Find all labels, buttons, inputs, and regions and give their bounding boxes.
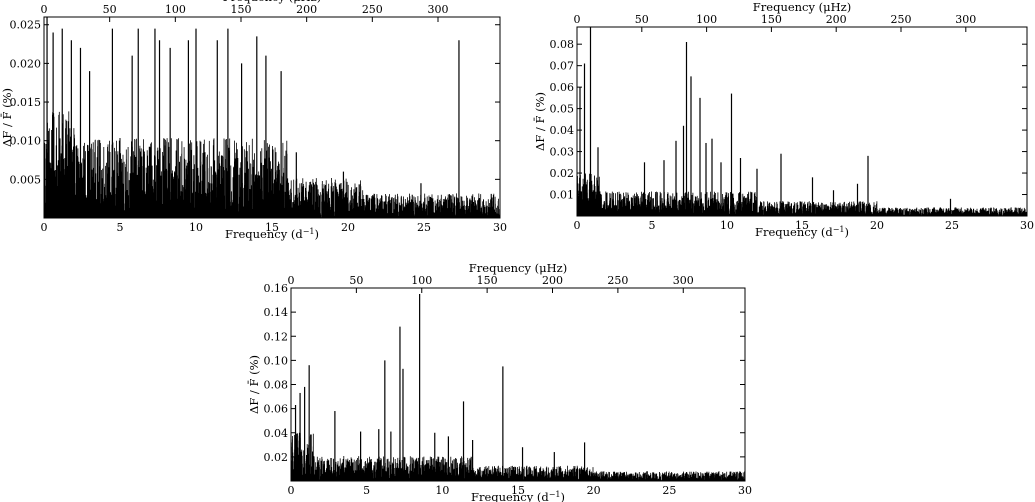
x-tick-label: 5 <box>117 221 124 234</box>
top-tick-label: 250 <box>362 3 383 16</box>
x-axis-label: Frequency (d−1) <box>225 227 319 241</box>
y-tick-label: 0.020 <box>10 57 42 70</box>
top-tick-label: 200 <box>826 13 847 26</box>
x-tick-label: 10 <box>720 219 734 232</box>
y-tick-label: 0.08 <box>264 379 289 392</box>
top-tick-label: 150 <box>477 274 498 287</box>
top-axis-label: Frequency (μHz) <box>223 0 321 4</box>
y-tick-label: 0.10 <box>264 354 289 367</box>
x-tick-label: 0 <box>288 484 295 497</box>
y-axis-label: ΔF / F̄ (%) <box>247 355 261 414</box>
top-tick-label: 150 <box>761 13 782 26</box>
x-tick-label: 10 <box>435 484 449 497</box>
top-tick-label: 50 <box>103 3 117 16</box>
top-tick-label: 100 <box>411 274 432 287</box>
spectrum-panel-top-left: 0 5 10 15 20 25 300 50 100 150 200 250 3000.0050.010… <box>0 0 507 241</box>
x-tick-label: 30 <box>493 221 507 234</box>
spectrum-panel-bottom-center: 0 5 10 15 20 25 300 50 100 150 200 250 3000.020.040.… <box>247 261 752 502</box>
y-tick-label: 0.03 <box>550 146 575 159</box>
top-tick-label: 50 <box>349 274 363 287</box>
x-tick-label: 5 <box>649 219 656 232</box>
top-tick-label: 250 <box>891 13 912 26</box>
y-tick-label: 0.14 <box>264 306 289 319</box>
x-tick-label: 30 <box>1020 219 1034 232</box>
y-tick-label: 0.05 <box>550 103 575 116</box>
y-tick-label: 0.02 <box>550 167 575 180</box>
x-tick-label: 25 <box>662 484 676 497</box>
y-axis-label: ΔF / F̄ (%) <box>0 88 14 147</box>
y-tick-label: 0.025 <box>10 19 42 32</box>
y-tick-label: 0.04 <box>550 124 575 137</box>
x-tick-label: 0 <box>41 221 48 234</box>
y-tick-label: 0.04 <box>264 427 289 440</box>
x-tick-label: 20 <box>870 219 884 232</box>
top-tick-label: 100 <box>165 3 186 16</box>
top-tick-label: 150 <box>230 3 251 16</box>
top-tick-label: 0 <box>288 274 295 287</box>
top-tick-label: 200 <box>542 274 563 287</box>
y-tick-label: 0.015 <box>10 96 42 109</box>
y-tick-label: 0.12 <box>264 330 289 343</box>
y-tick-label: 0.02 <box>264 451 289 464</box>
x-axis-label: Frequency (d−1) <box>755 225 849 239</box>
x-tick-label: 10 <box>189 221 203 234</box>
plot-frame <box>290 287 746 482</box>
y-tick-label: 0.08 <box>550 38 575 51</box>
x-tick-label: 5 <box>363 484 370 497</box>
y-tick-label: 0.06 <box>264 403 289 416</box>
x-tick-label: 20 <box>587 484 601 497</box>
x-tick-label: 20 <box>341 221 355 234</box>
y-tick-label: 0.010 <box>10 135 42 148</box>
top-axis-label: Frequency (μHz) <box>469 261 567 275</box>
y-tick-label: 0.005 <box>10 173 42 186</box>
top-tick-label: 300 <box>673 274 694 287</box>
y-tick-label: 0.01 <box>550 189 575 202</box>
x-tick-label: 25 <box>417 221 431 234</box>
top-tick-label: 100 <box>696 13 717 26</box>
x-tick-label: 15 <box>265 221 279 234</box>
x-tick-label: 15 <box>511 484 525 497</box>
x-tick-label: 25 <box>945 219 959 232</box>
x-tick-label: 30 <box>738 484 752 497</box>
y-tick-label: 0.06 <box>550 81 575 94</box>
top-tick-label: 0 <box>41 3 48 16</box>
y-tick-label: 0.16 <box>264 282 289 295</box>
x-axis-label: Frequency (d−1) <box>471 490 565 502</box>
y-axis-label: ΔF / F̄ (%) <box>533 92 547 151</box>
top-tick-label: 50 <box>635 13 649 26</box>
x-tick-label: 0 <box>574 219 581 232</box>
top-tick-label: 200 <box>296 3 317 16</box>
top-tick-label: 300 <box>955 13 976 26</box>
top-tick-label: 250 <box>607 274 628 287</box>
top-tick-label: 300 <box>427 3 448 16</box>
spectrum-panel-top-right: 0 5 10 15 20 25 300 50 100 150 200 250 3000.010.020.… <box>533 0 1034 239</box>
noise-spectrum <box>290 432 746 481</box>
x-tick-label: 15 <box>795 219 809 232</box>
top-axis-label: Frequency (μHz) <box>753 0 851 14</box>
top-tick-label: 0 <box>574 13 581 26</box>
y-tick-label: 0.07 <box>550 60 575 73</box>
